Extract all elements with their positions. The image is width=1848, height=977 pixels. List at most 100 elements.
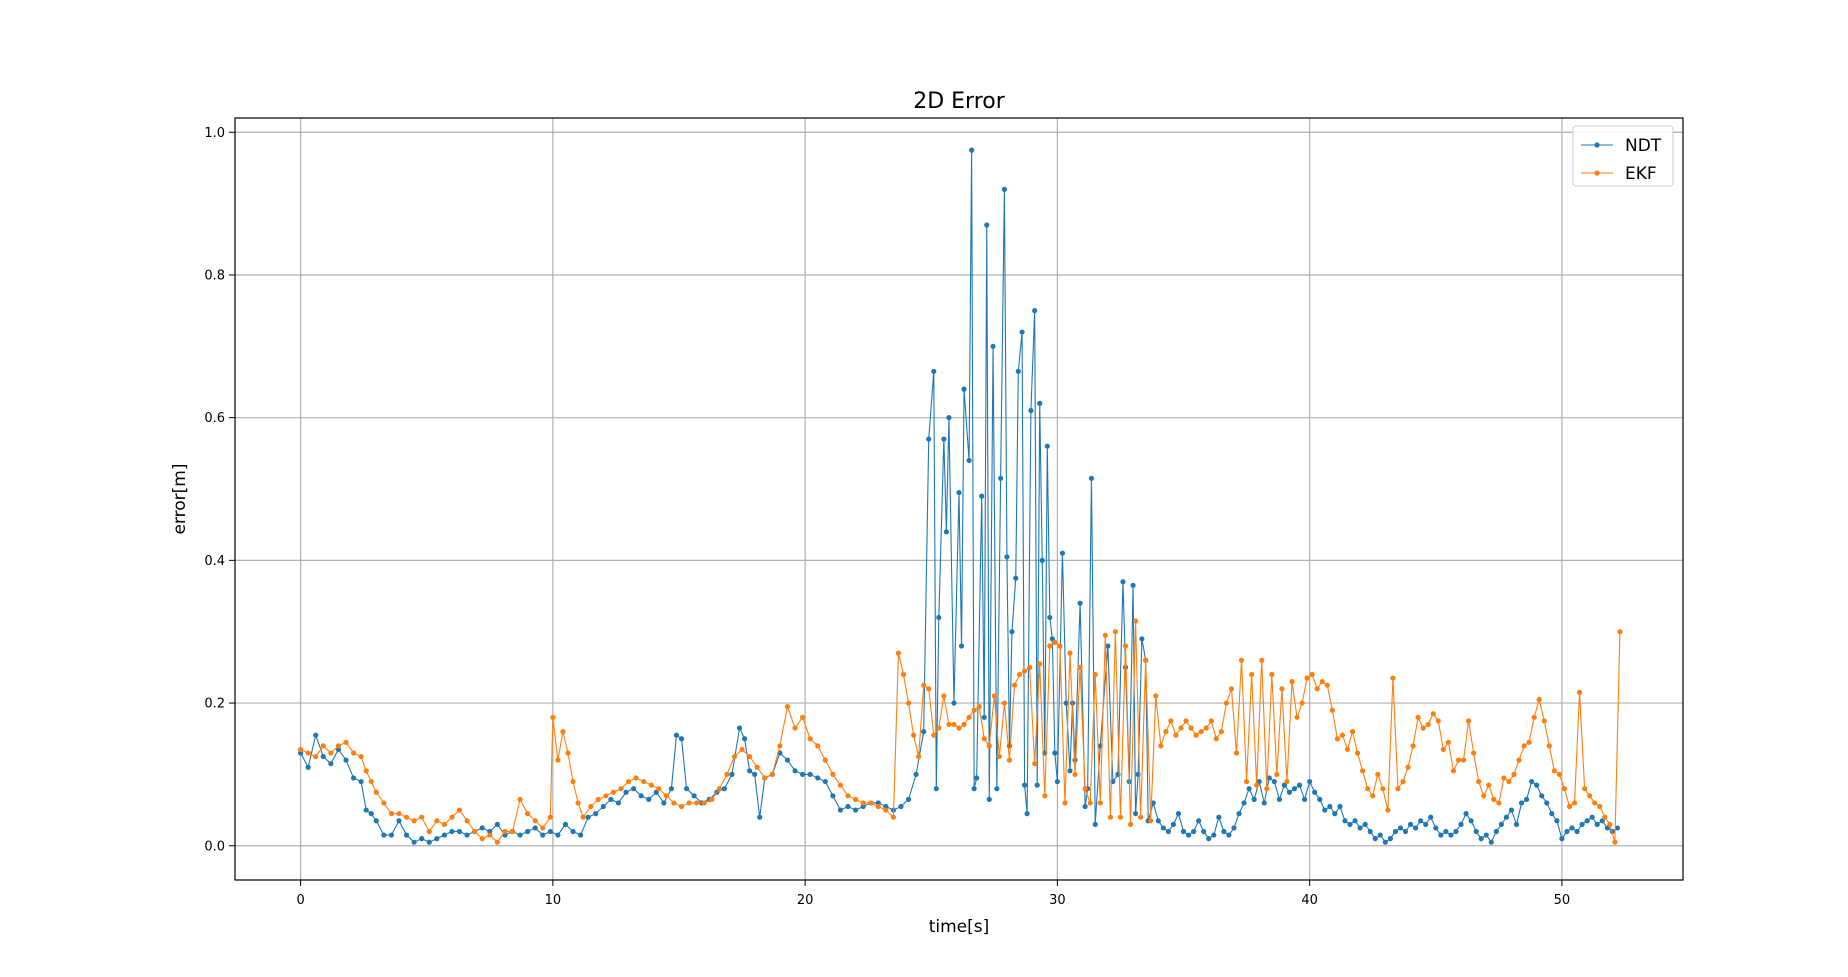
data-point-ekf xyxy=(1057,643,1063,649)
data-point-ndt xyxy=(363,807,369,813)
data-point-ekf xyxy=(1188,725,1194,731)
data-point-ekf xyxy=(1047,643,1053,649)
data-point-ndt xyxy=(388,832,394,838)
data-point-ndt xyxy=(434,836,440,842)
data-point-ndt xyxy=(456,828,463,835)
data-point-ekf xyxy=(663,793,669,799)
data-point-ndt xyxy=(1402,828,1409,835)
data-point-ndt xyxy=(540,832,546,838)
data-point-ekf xyxy=(1410,743,1416,749)
y-tick-label: 0.8 xyxy=(204,268,225,283)
data-point-ndt xyxy=(396,818,402,824)
data-point-ndt xyxy=(837,807,844,813)
data-point-ndt xyxy=(426,839,432,845)
data-point-ekf xyxy=(1027,664,1033,670)
data-point-ndt xyxy=(1180,828,1187,835)
data-point-ndt xyxy=(1039,557,1045,563)
data-point-ekf xyxy=(1021,668,1028,674)
data-point-ekf xyxy=(1299,700,1305,706)
data-point-ndt xyxy=(1559,836,1565,842)
data-point-ekf xyxy=(991,693,997,699)
data-point-ekf xyxy=(494,839,500,845)
data-point-ekf xyxy=(1243,778,1250,785)
data-point-ndt xyxy=(668,786,675,792)
data-point-ekf xyxy=(678,803,685,810)
data-point-ekf xyxy=(1178,725,1184,731)
data-point-ndt xyxy=(1463,811,1469,817)
data-point-ekf xyxy=(633,775,639,781)
data-point-ekf xyxy=(1390,675,1396,681)
data-point-ekf xyxy=(986,743,992,749)
data-point-ndt xyxy=(343,757,349,763)
data-point-ekf xyxy=(1435,718,1441,724)
data-point-ndt xyxy=(1211,832,1217,838)
data-point-ndt xyxy=(1614,825,1621,831)
data-point-ndt xyxy=(1201,828,1207,835)
data-point-ndt xyxy=(1130,582,1136,588)
data-point-ekf xyxy=(875,803,881,810)
data-point-ndt xyxy=(1155,818,1161,824)
data-point-ekf xyxy=(926,686,932,692)
data-point-ekf xyxy=(777,743,783,749)
series-ndt xyxy=(297,147,1621,845)
data-point-ndt xyxy=(1082,803,1088,810)
data-point-ndt xyxy=(921,729,927,735)
data-point-ekf xyxy=(946,721,952,728)
data-point-ndt xyxy=(1327,803,1333,810)
data-point-ndt xyxy=(562,821,569,827)
data-point-ndt xyxy=(1413,825,1419,831)
data-point-ndt xyxy=(1372,836,1378,842)
data-point-ndt xyxy=(1317,796,1323,802)
x-tick-label: 0 xyxy=(296,893,304,908)
data-point-ekf xyxy=(1385,807,1391,813)
data-point-ekf xyxy=(419,814,425,820)
data-point-ekf xyxy=(1158,743,1164,749)
data-point-ekf xyxy=(1334,736,1340,742)
data-point-ekf xyxy=(358,753,364,760)
data-point-ndt xyxy=(807,771,813,778)
data-point-ndt xyxy=(1165,828,1171,835)
data-point-ekf xyxy=(1087,800,1093,806)
data-point-ndt xyxy=(411,839,417,845)
data-point-ndt xyxy=(752,771,758,778)
data-point-ekf xyxy=(1289,679,1295,685)
data-point-ndt xyxy=(747,768,753,774)
data-point-ekf xyxy=(701,800,707,806)
data-point-ekf xyxy=(555,757,561,763)
data-point-ndt xyxy=(1019,329,1025,335)
data-point-ndt xyxy=(646,796,652,802)
data-point-ekf xyxy=(603,793,609,799)
data-point-ekf xyxy=(1112,629,1118,635)
data-point-ndt xyxy=(1052,750,1058,756)
data-point-ndt xyxy=(1539,793,1545,799)
data-point-ekf xyxy=(381,800,387,806)
data-point-ndt xyxy=(1170,821,1177,827)
data-point-ndt xyxy=(971,786,977,792)
data-point-ekf xyxy=(716,786,722,792)
data-point-ndt xyxy=(1428,814,1434,820)
data-point-ndt xyxy=(555,832,561,838)
data-point-ndt xyxy=(979,493,985,499)
data-point-ndt xyxy=(741,736,748,742)
data-point-ekf xyxy=(1006,757,1013,763)
data-point-ndt xyxy=(1034,782,1040,788)
data-point-ekf xyxy=(931,732,937,738)
data-point-ekf xyxy=(830,771,836,778)
data-point-ekf xyxy=(921,682,927,688)
data-point-ekf xyxy=(709,796,715,802)
data-point-ekf xyxy=(1052,639,1058,646)
data-point-ndt xyxy=(1054,778,1060,785)
data-point-ndt xyxy=(1594,821,1600,827)
data-point-ekf xyxy=(472,828,478,835)
data-point-ekf xyxy=(1032,761,1038,767)
data-point-ndt xyxy=(1584,818,1590,824)
y-axis-label: error[m] xyxy=(170,464,190,535)
data-point-ekf xyxy=(403,814,410,820)
data-point-ekf xyxy=(1122,643,1129,649)
data-point-ndt xyxy=(875,800,881,806)
data-point-ndt xyxy=(1453,828,1459,835)
data-point-ekf xyxy=(784,704,791,710)
data-point-ekf xyxy=(769,771,775,778)
data-point-ndt xyxy=(1067,768,1073,774)
